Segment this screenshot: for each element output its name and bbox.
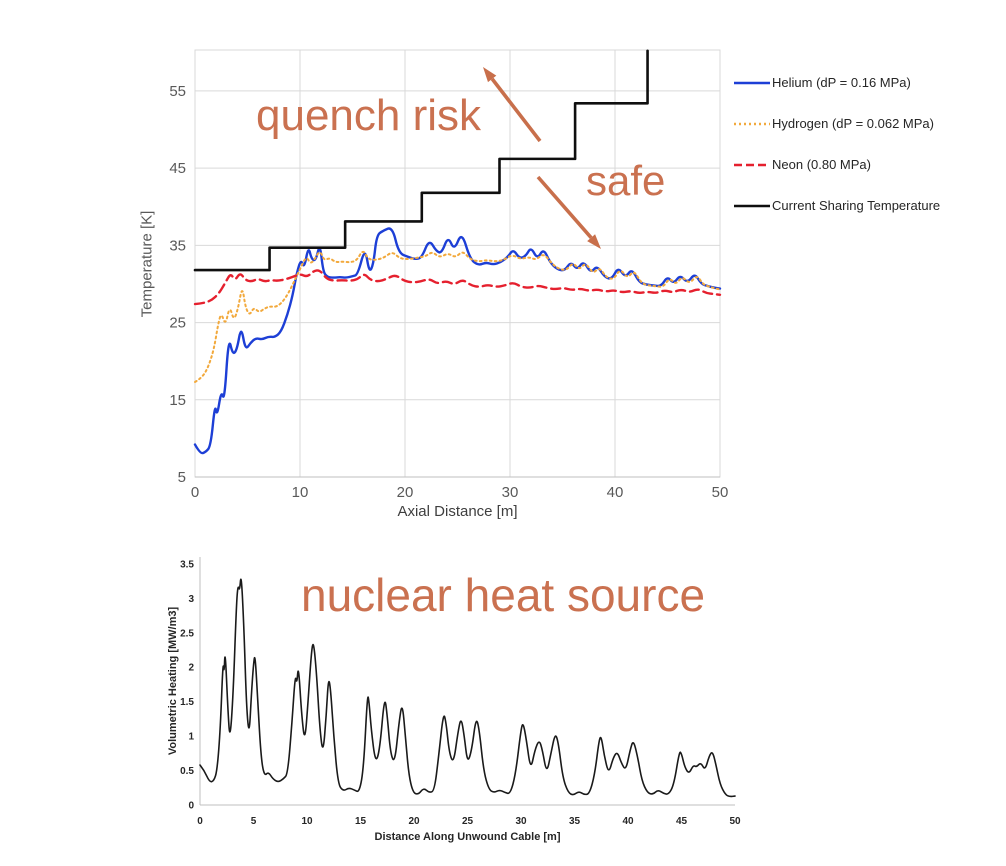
cst-line-sample <box>734 204 770 207</box>
safe-arrow <box>536 175 593 239</box>
helium-line-sample <box>734 81 770 84</box>
y-tick-label: 2.5 <box>180 628 194 639</box>
x-tick-label: 40 <box>607 484 624 501</box>
top-x-axis-title: Axial Distance [m] <box>397 503 518 520</box>
series-helium <box>193 227 722 455</box>
x-tick-label: 35 <box>569 816 581 827</box>
bottom-x-axis-title: Distance Along Unwound Cable [m] <box>374 831 561 843</box>
y-tick-label: 0 <box>188 801 194 812</box>
y-tick-label: 3.5 <box>180 559 194 570</box>
legend-label: Hydrogen (dP = 0.062 MPa) <box>772 116 934 131</box>
x-tick-label: 50 <box>729 816 741 827</box>
x-tick-label: 10 <box>301 816 313 827</box>
x-tick-label: 5 <box>251 816 257 827</box>
y-tick-label: 45 <box>169 160 186 177</box>
x-tick-label: 0 <box>191 484 199 501</box>
series-current <box>193 49 649 272</box>
x-tick-label: 30 <box>515 816 527 827</box>
y-tick-label: 0.5 <box>180 766 194 777</box>
nuclear-heat-annotation: nuclear heat source <box>301 569 706 621</box>
x-tick-label: 30 <box>502 484 519 501</box>
neon-line-sample <box>734 163 770 166</box>
bottom-y-axis-title: Volumetric Heating [MW/m3] <box>167 606 179 756</box>
x-tick-label: 20 <box>397 484 414 501</box>
y-tick-label: 25 <box>169 315 186 332</box>
y-tick-label: 2 <box>188 663 194 674</box>
legend-item-cst: Current Sharing Temperature <box>733 185 940 226</box>
safe-arrow-head <box>587 234 601 249</box>
legend: Helium (dP = 0.16 MPa) Hydrogen (dP = 0.… <box>733 62 940 226</box>
x-tick-label: 10 <box>292 484 309 501</box>
legend-label: Current Sharing Temperature <box>772 198 941 213</box>
y-tick-label: 35 <box>169 237 186 254</box>
legend-item-helium: Helium (dP = 0.16 MPa) <box>733 62 940 103</box>
legend-label: Neon (0.80 MPa) <box>772 157 871 172</box>
quench-risk-arrow <box>490 77 542 143</box>
legend-label: Helium (dP = 0.16 MPa) <box>772 75 911 90</box>
legend-item-neon: Neon (0.80 MPa) <box>733 144 940 185</box>
x-tick-label: 50 <box>712 484 729 501</box>
y-tick-label: 15 <box>169 392 186 409</box>
y-tick-label: 55 <box>169 83 186 100</box>
series-neon <box>193 269 722 306</box>
x-tick-label: 25 <box>462 816 474 827</box>
y-tick-label: 1.5 <box>180 697 194 708</box>
y-tick-label: 3 <box>188 594 194 605</box>
y-tick-label: 5 <box>178 469 186 486</box>
x-tick-label: 20 <box>408 816 420 827</box>
quench-risk-annotation: quench risk <box>256 91 482 140</box>
top-y-axis-title: Temperature [K] <box>138 210 156 318</box>
y-tick-label: 1 <box>188 732 194 743</box>
x-tick-label: 40 <box>622 816 634 827</box>
legend-item-hydrogen: Hydrogen (dP = 0.062 MPa) <box>733 103 940 144</box>
x-tick-label: 0 <box>197 816 203 827</box>
x-tick-label: 15 <box>355 816 367 827</box>
series-hydrogen <box>194 250 721 384</box>
safe-annotation: safe <box>586 157 666 204</box>
series-volumetric <box>199 578 736 798</box>
x-tick-label: 45 <box>676 816 688 827</box>
hydrogen-line-sample <box>734 122 770 125</box>
quench-risk-arrow-head <box>483 67 497 83</box>
